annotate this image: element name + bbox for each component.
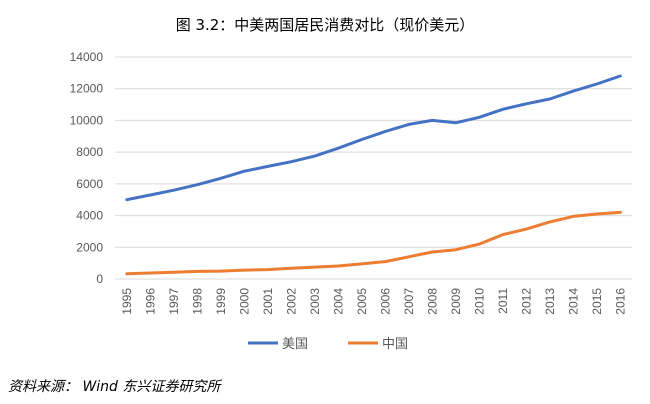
x-tick-label: 1995 [120,288,134,315]
y-axis-tick-labels: 0 2000 4000 6000 8000 10000 12000 14000 [70,50,104,286]
x-tick-label: 2004 [331,288,345,315]
y-tick-label: 12000 [70,82,104,96]
series-line-china [125,210,622,276]
y-tick-label: 4000 [76,209,103,223]
x-tick-label: 2002 [284,288,298,315]
x-tick-label: 2000 [237,288,251,315]
x-tick-label: 2012 [519,288,533,315]
y-tick-label: 8000 [76,145,103,159]
series-lines [125,74,622,276]
x-tick-label: 2008 [425,288,439,315]
x-tick-label: 2009 [449,288,463,315]
x-tick-label: 1996 [143,288,157,315]
x-tick-label: 2005 [355,288,369,315]
x-tick-label: 2007 [402,288,416,315]
x-tick-label: 1998 [190,288,204,315]
legend-label: 中国 [382,337,408,352]
x-axis-tick-labels: 1995 1996 1997 1998 1999 2000 2001 2002 2003 2004… [120,288,628,315]
y-tick-label: 6000 [76,177,103,191]
x-tick-label: 2013 [543,288,557,315]
legend: 美国 中国 [248,337,408,352]
source-note: 资料来源： Wind 东兴证券研究所 [8,379,221,395]
x-tick-label: 1999 [214,288,228,315]
x-tick-label: 2001 [261,288,275,315]
x-tick-label: 2015 [590,288,604,315]
x-tick-label: 2016 [613,288,627,315]
x-tick-label: 1997 [167,288,181,315]
y-tick-label: 2000 [76,240,103,254]
y-tick-label: 0 [96,272,103,286]
gridlines [115,56,632,280]
x-tick-label: 2014 [566,288,580,315]
legend-label: 美国 [282,337,308,352]
chart-title: 图 3.2：中美两国居民消费对比（现价美元） [175,16,475,34]
x-tick-label: 2006 [378,288,392,315]
y-tick-label: 10000 [70,113,104,127]
x-tick-label: 2010 [472,288,486,315]
x-tick-label: 2011 [496,288,510,314]
series-line-usa [125,74,622,202]
x-tick-label: 2003 [308,288,322,315]
y-tick-label: 14000 [70,50,104,64]
